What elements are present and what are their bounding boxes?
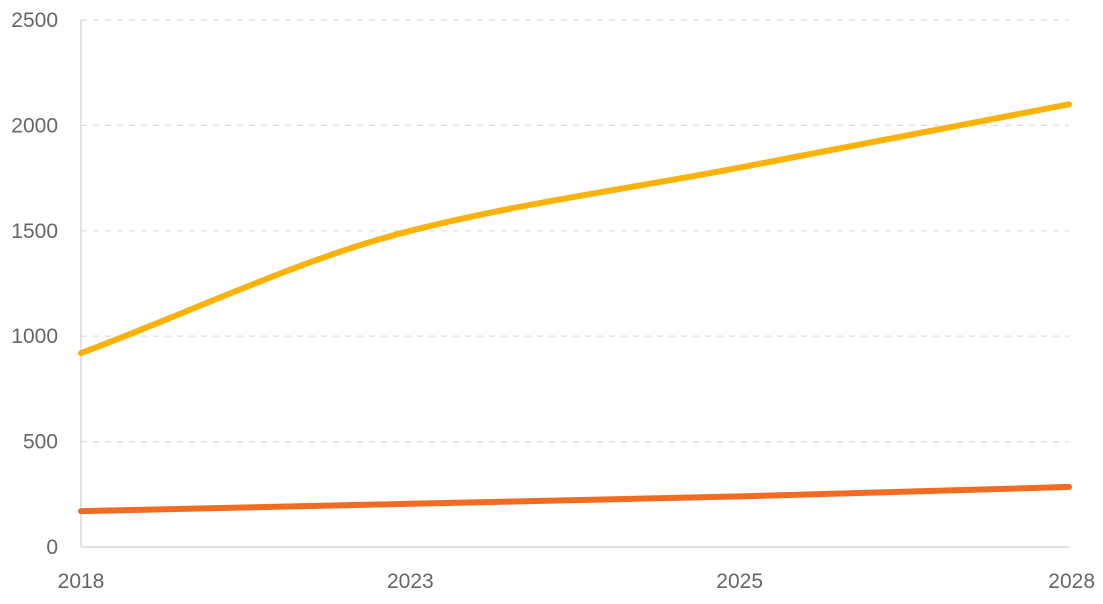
y-tick-label: 1000 <box>11 325 58 348</box>
y-tick-label: 500 <box>23 431 58 454</box>
x-tick-label: 2025 <box>716 570 763 593</box>
y-tick-label: 2000 <box>11 114 58 137</box>
grid-lines <box>81 19 1069 443</box>
x-tick-label: 2028 <box>1048 570 1095 593</box>
y-tick-label: 1500 <box>11 220 58 243</box>
x-tick-labels: 2018 2023 2025 2028 <box>58 570 1095 593</box>
series-line-2 <box>78 483 1072 515</box>
y-tick-label: 0 <box>46 536 58 559</box>
x-tick-label: 2018 <box>58 570 105 593</box>
x-tick-label: 2023 <box>387 570 434 593</box>
y-tick-labels: 0 500 1000 1500 2000 2500 <box>11 9 58 559</box>
series-lines <box>78 101 1072 515</box>
axes <box>80 20 1069 548</box>
y-tick-label: 2500 <box>11 9 58 32</box>
series-line-1 <box>78 101 1072 357</box>
